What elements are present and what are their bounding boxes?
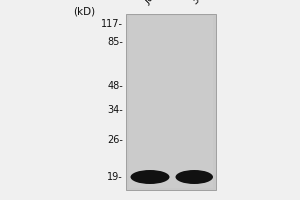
Text: 26-: 26- bbox=[107, 135, 123, 145]
Bar bbox=[126, 14, 216, 190]
Text: 34-: 34- bbox=[107, 105, 123, 115]
Text: Jurkat: Jurkat bbox=[143, 0, 172, 6]
Ellipse shape bbox=[130, 170, 170, 184]
Text: 85-: 85- bbox=[107, 37, 123, 47]
Text: (kD): (kD) bbox=[73, 7, 95, 17]
Text: 48-: 48- bbox=[107, 81, 123, 91]
Text: 117-: 117- bbox=[101, 19, 123, 29]
Ellipse shape bbox=[176, 170, 213, 184]
Bar bbox=[129, 16, 213, 188]
Text: 3T3: 3T3 bbox=[189, 0, 210, 6]
Text: 19-: 19- bbox=[107, 172, 123, 182]
